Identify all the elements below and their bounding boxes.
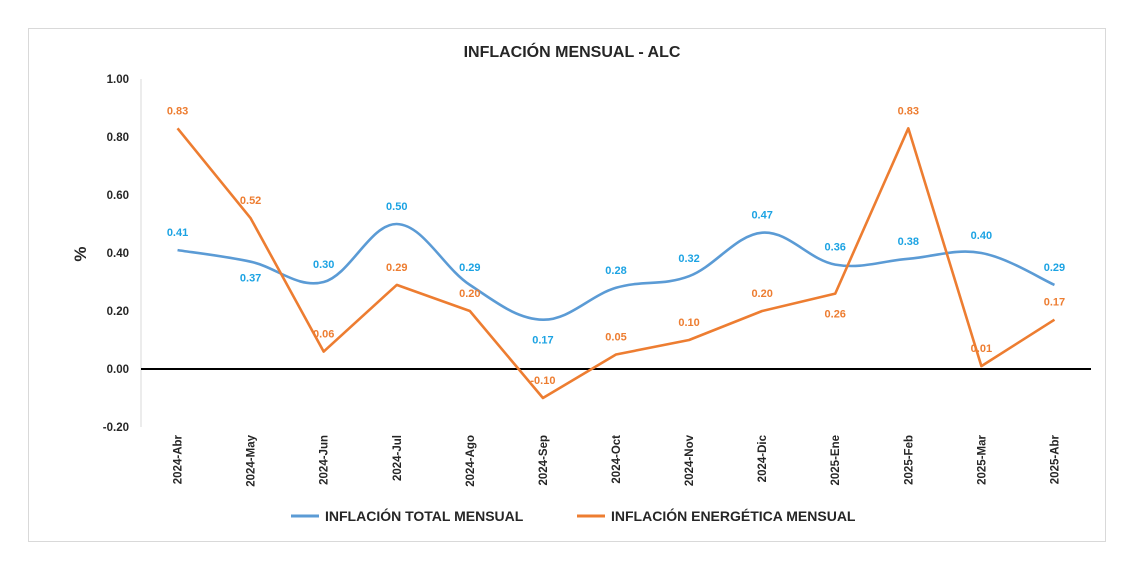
series-line bbox=[177, 222, 1055, 322]
y-tick-label: 0.40 bbox=[107, 248, 129, 260]
x-tick-label: 2024-Jul bbox=[392, 435, 404, 481]
data-label: 0.47 bbox=[751, 210, 772, 222]
data-label: 0.20 bbox=[751, 288, 772, 300]
series-group bbox=[176, 127, 1056, 400]
y-tick-label: -0.20 bbox=[103, 422, 129, 434]
x-tick-label: 2024-Abr bbox=[173, 434, 185, 484]
data-label: 0.10 bbox=[678, 317, 699, 329]
data-label: 0.50 bbox=[386, 201, 407, 213]
x-tick-label: 2024-Nov bbox=[684, 434, 696, 486]
data-label: 0.38 bbox=[898, 236, 919, 248]
legend: INFLACIÓN TOTAL MENSUAL INFLACIÓN ENERGÉT… bbox=[291, 507, 856, 524]
x-tick-label: 2024-Oct bbox=[611, 435, 623, 484]
x-tick-label: 2025-Feb bbox=[903, 435, 915, 485]
data-label: 0.36 bbox=[825, 242, 846, 254]
legend-label: INFLACIÓN ENERGÉTICA MENSUAL bbox=[611, 507, 856, 524]
data-label: 0.83 bbox=[898, 105, 919, 117]
legend-label: INFLACIÓN TOTAL MENSUAL bbox=[325, 507, 524, 524]
y-tick-label: 1.00 bbox=[107, 74, 129, 86]
x-tick-label: 2024-Jun bbox=[319, 435, 331, 485]
data-label: 0.32 bbox=[678, 253, 699, 265]
axes: 1.00 0.80 0.60 0.40 0.20 0.00 -0.20 2024-Abr 202… bbox=[103, 74, 1091, 487]
y-tick-label: 0.20 bbox=[107, 306, 129, 318]
x-tick-label: 2024-May bbox=[246, 434, 258, 486]
data-label: 0.28 bbox=[605, 265, 626, 277]
data-label: 0.83 bbox=[167, 105, 188, 117]
data-label: 0.20 bbox=[459, 288, 480, 300]
chart-title: INFLACIÓN MENSUAL - ALC bbox=[464, 42, 681, 61]
data-label: 0.05 bbox=[605, 332, 626, 344]
x-tick-label: 2025-Abr bbox=[1049, 434, 1061, 484]
data-label: 0.30 bbox=[313, 259, 334, 271]
data-label: 0.26 bbox=[825, 309, 846, 321]
data-label: 0.37 bbox=[240, 273, 261, 285]
data-label: 0.01 bbox=[971, 343, 992, 355]
y-tick-label: 0.00 bbox=[107, 364, 129, 376]
x-tick-label: 2024-Sep bbox=[538, 435, 550, 486]
data-label: 0.52 bbox=[240, 195, 261, 207]
y-tick-label: 0.60 bbox=[107, 190, 129, 202]
chart-frame: INFLACIÓN MENSUAL - ALC % 1.00 0.80 0.60 0.… bbox=[28, 28, 1106, 542]
data-label: 0.29 bbox=[386, 262, 407, 274]
data-label: 0.41 bbox=[167, 227, 188, 239]
x-tick-label: 2024-Dic bbox=[757, 434, 769, 482]
y-axis-label: % bbox=[71, 246, 90, 261]
data-label: 0.40 bbox=[971, 230, 992, 242]
data-label: 0.17 bbox=[532, 335, 553, 347]
data-label: 0.29 bbox=[1044, 262, 1065, 274]
x-tick-label: 2024-Ago bbox=[465, 435, 477, 487]
y-tick-label: 0.80 bbox=[107, 132, 129, 144]
series-line bbox=[176, 127, 1056, 400]
x-tick-label: 2025-Mar bbox=[976, 434, 988, 484]
data-label: 0.29 bbox=[459, 262, 480, 274]
x-tick-label: 2025-Ene bbox=[830, 435, 842, 486]
data-label: 0.17 bbox=[1044, 297, 1065, 309]
data-label: -0.10 bbox=[530, 375, 555, 387]
data-label: 0.06 bbox=[313, 329, 334, 341]
line-chart: INFLACIÓN MENSUAL - ALC % 1.00 0.80 0.60 0.… bbox=[71, 42, 1091, 524]
data-labels: 0.41 0.37 0.30 0.50 0.29 0.17 0.28 0.32 0.47 0.36… bbox=[167, 105, 1065, 387]
